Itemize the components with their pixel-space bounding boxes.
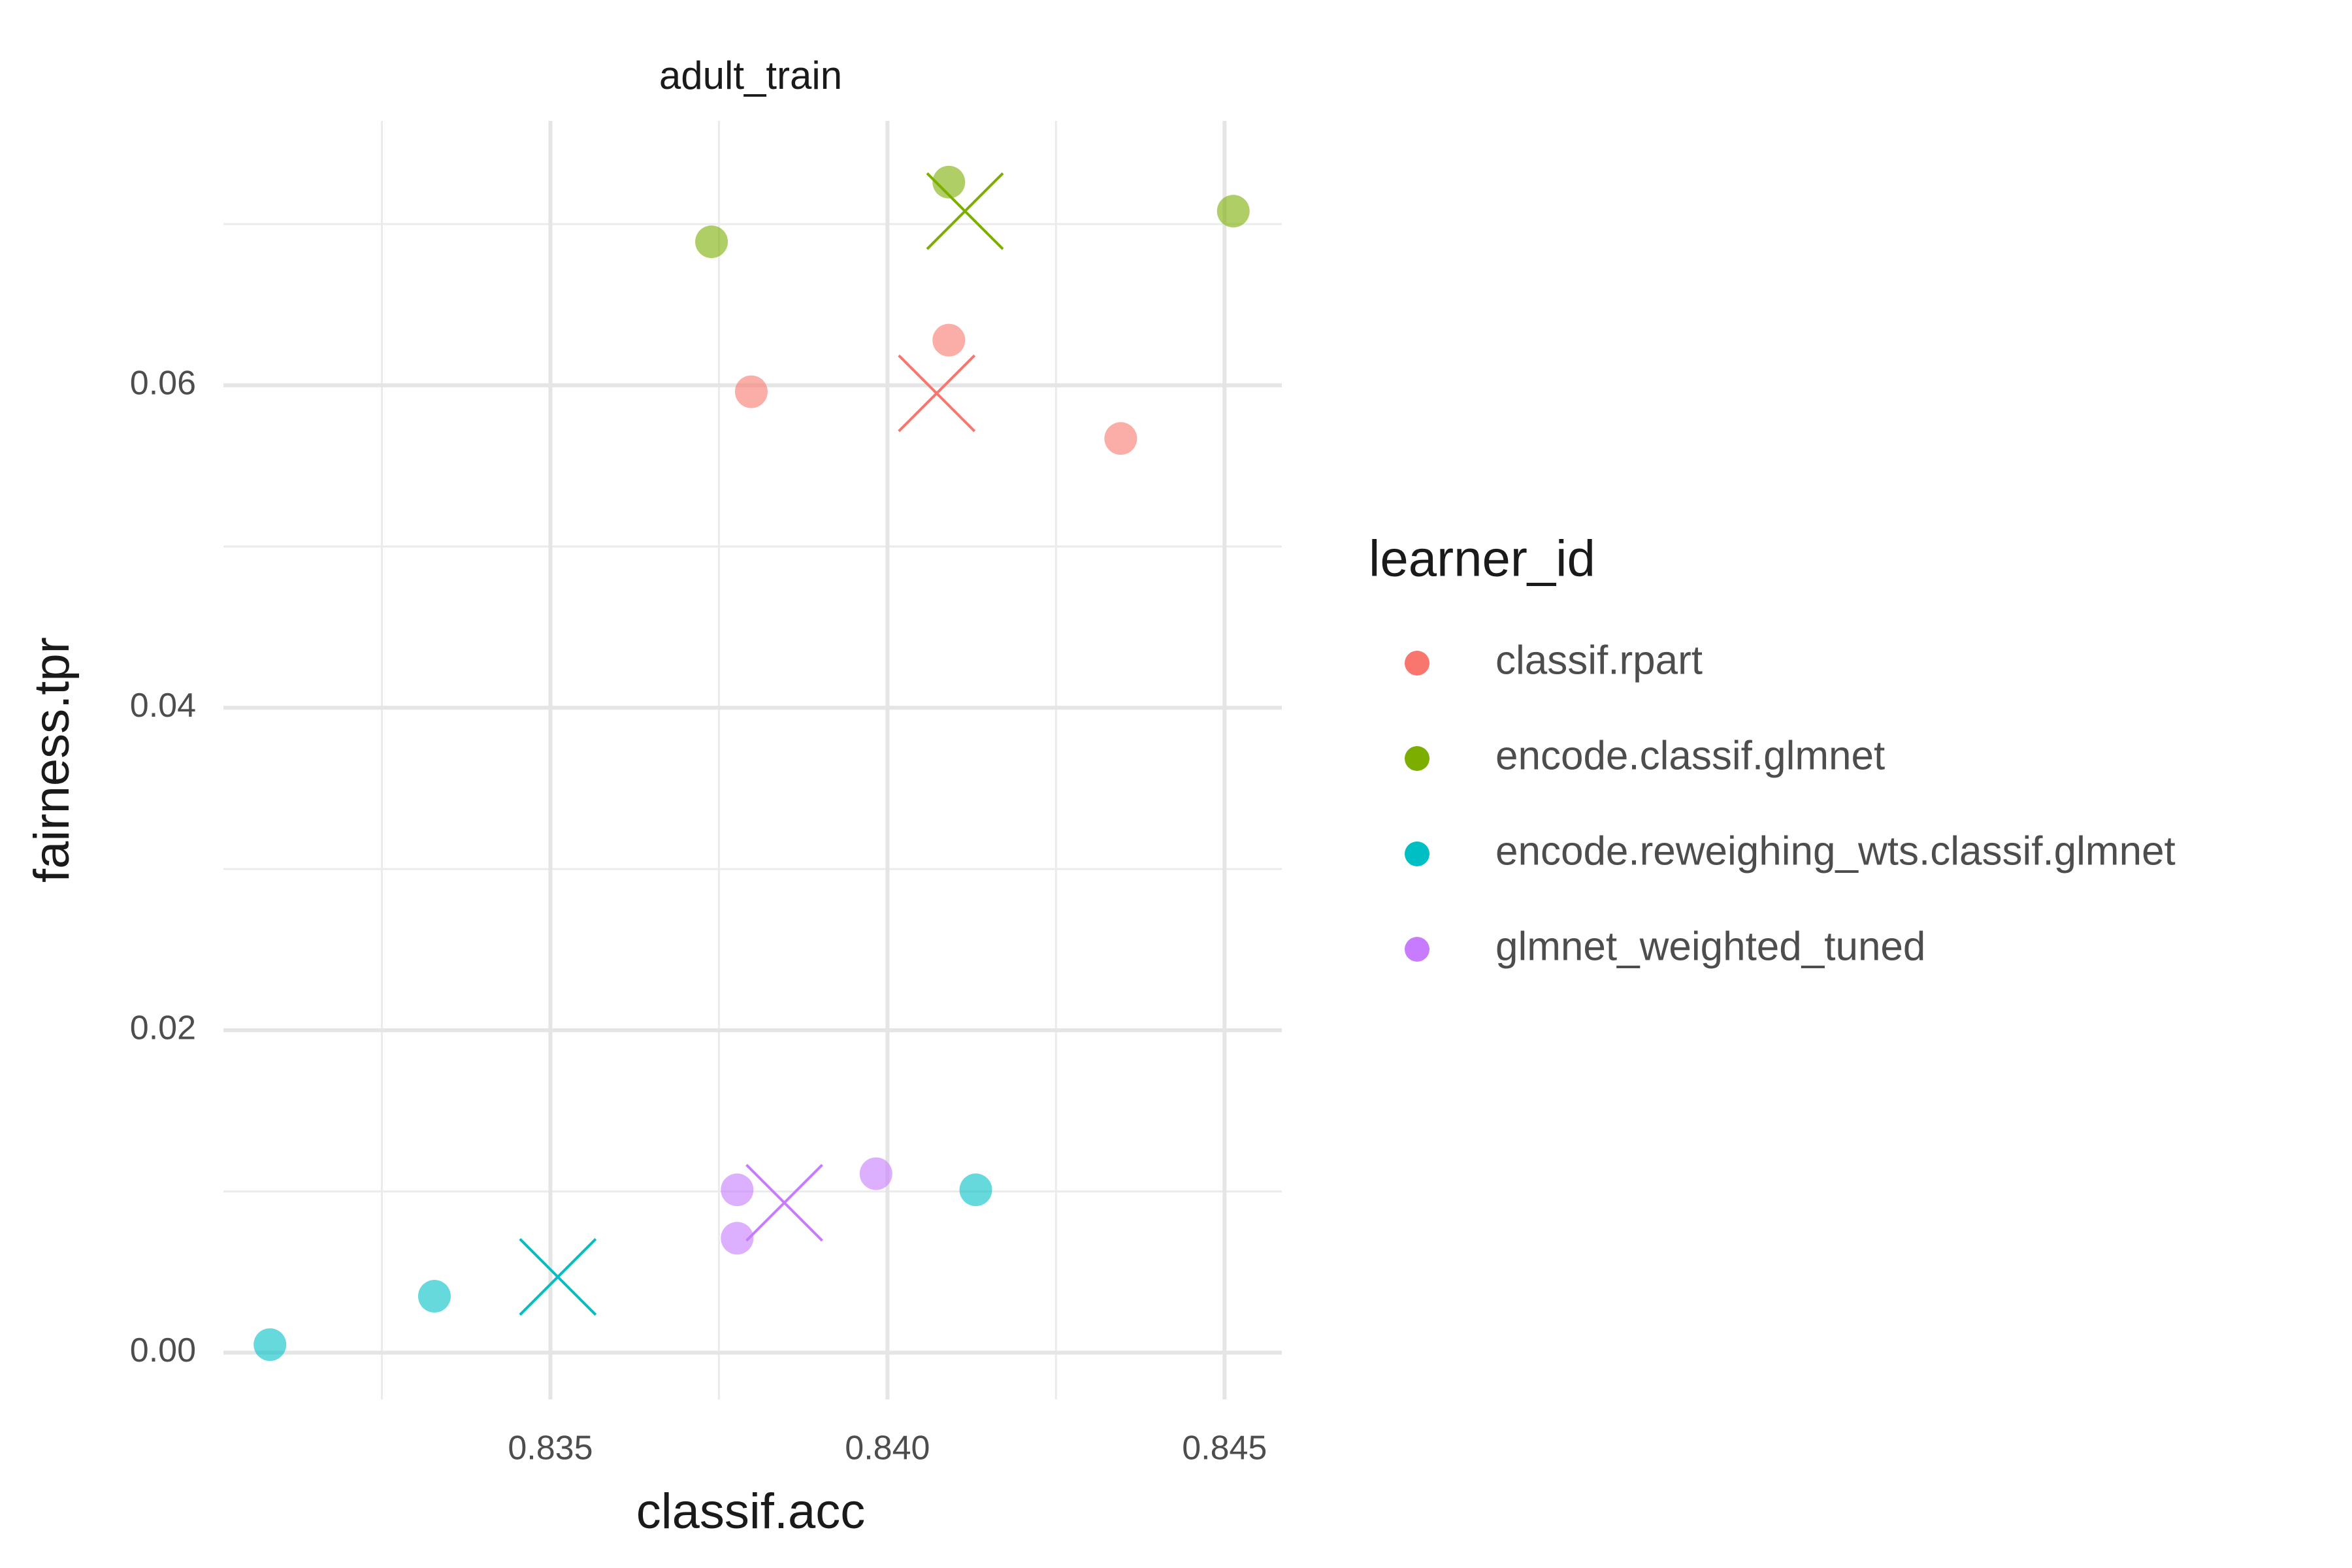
legend-label: glmnet_weighted_tuned (1495, 924, 1925, 969)
legend-marker (1405, 746, 1429, 771)
point (859, 1157, 892, 1190)
mean-marker (926, 172, 1004, 250)
x-tick-label: 0.840 (845, 1429, 930, 1467)
x-tick-label: 0.845 (1182, 1429, 1267, 1467)
legend-label: classif.rpart (1495, 638, 1703, 683)
y-tick-label: 0.02 (130, 1009, 196, 1047)
legend-title: learner_id (1369, 530, 1595, 587)
x-axis-title: classif.acc (636, 1484, 866, 1539)
y-tick-label: 0.04 (130, 687, 196, 725)
point (721, 1222, 754, 1255)
point (959, 1173, 992, 1207)
y-axis-title: fairness.tpr (24, 637, 80, 883)
point (721, 1173, 754, 1207)
point (1217, 195, 1250, 228)
legend-marker (1405, 841, 1429, 866)
point (695, 225, 728, 259)
chart-title: adult_train (659, 54, 842, 97)
point (253, 1328, 287, 1362)
x-tick-label: 0.835 (508, 1429, 593, 1467)
point (1104, 422, 1137, 455)
legend-label: encode.classif.glmnet (1495, 733, 1885, 778)
point (734, 375, 768, 408)
y-tick-label: 0.00 (130, 1331, 196, 1369)
point (932, 323, 966, 357)
point (932, 165, 966, 199)
mean-marker (519, 1238, 597, 1316)
y-tick-label: 0.06 (130, 364, 196, 402)
legend-marker (1405, 937, 1429, 962)
mean-marker (745, 1164, 823, 1242)
legend-marker (1405, 651, 1429, 676)
point (417, 1280, 451, 1313)
mean-marker (898, 354, 976, 433)
legend-label: encode.reweighing_wts.classif.glmnet (1495, 828, 2176, 874)
